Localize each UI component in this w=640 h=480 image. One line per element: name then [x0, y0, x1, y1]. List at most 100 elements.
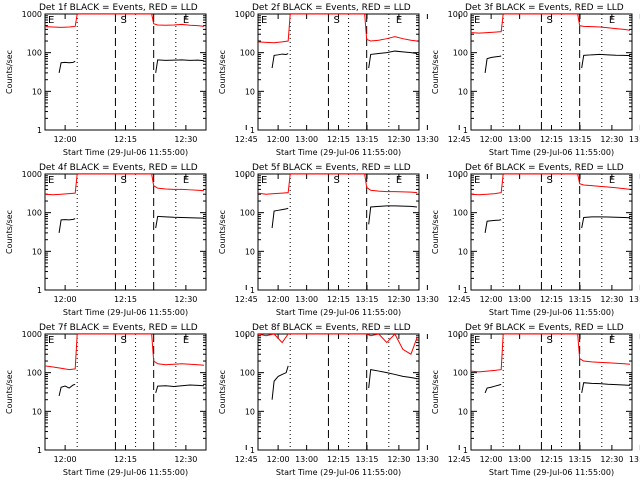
- event-marker-label: E: [474, 175, 480, 186]
- chart-panel: Det 5f BLACK = Events, RED = LLD Counts/s…: [218, 163, 640, 317]
- events-series-line: [368, 205, 418, 225]
- y-tick-label: 1: [250, 446, 255, 455]
- event-marker-label: S: [546, 335, 552, 346]
- x-axis-label: Start Time (29-Jul-06 11:55:00): [63, 468, 188, 477]
- event-marker-label: E: [183, 335, 189, 346]
- y-tick-label: 100: [27, 369, 42, 378]
- y-tick-label: 100: [453, 369, 468, 378]
- series-group: [258, 174, 418, 229]
- y-tick-label: 1: [463, 126, 468, 135]
- y-tick-label: 1000: [235, 330, 255, 339]
- events-series-line: [484, 219, 502, 233]
- x-tick-label: 12:15: [540, 135, 563, 144]
- event-marker-label: S: [120, 335, 126, 346]
- x-tick-label: 12:30: [600, 295, 623, 304]
- lld-series-line: [471, 174, 631, 196]
- y-tick-label: 1: [37, 126, 42, 135]
- x-tick-label: 12:45: [448, 135, 471, 144]
- y-tick-label: 100: [240, 369, 255, 378]
- x-tick-label: 12:15: [540, 295, 563, 304]
- plot-frame: [257, 333, 420, 451]
- x-tick-label: 12:00: [54, 295, 77, 304]
- y-tick-label: 10: [245, 407, 255, 416]
- x-tick-label: 13:00: [508, 135, 531, 144]
- y-tick-label: 1000: [448, 330, 468, 339]
- chart-panel: Det 9f BLACK = Events, RED = LLD Counts/s…: [431, 323, 633, 477]
- events-series-line: [581, 53, 631, 69]
- plot-frame: [44, 13, 207, 131]
- chart-title: Det 1f BLACK = Events, RED = LLD: [39, 3, 198, 13]
- y-tick-label: 1: [37, 286, 42, 295]
- y-tick-label: 10: [458, 407, 468, 416]
- x-tick-label: 12:45: [235, 455, 258, 464]
- x-tick-label: 12:00: [267, 295, 290, 304]
- y-tick-label: 10: [32, 247, 42, 256]
- events-series-line: [155, 59, 205, 73]
- chart-panel: Det 2f BLACK = Events, RED = LLD Counts/s…: [218, 3, 640, 157]
- x-tick-label: 12:00: [267, 455, 290, 464]
- y-tick-label: 1: [37, 446, 42, 455]
- x-tick-label: 12:00: [54, 135, 77, 144]
- y-tick-label: 10: [458, 87, 468, 96]
- lld-series-line: [258, 174, 418, 195]
- x-tick-label: 12:00: [480, 135, 503, 144]
- x-tick-label: 12:15: [114, 295, 137, 304]
- y-axis-label: Counts/sec: [431, 210, 440, 254]
- lld-series-line: [258, 14, 418, 44]
- x-tick-label: 12:30: [387, 295, 410, 304]
- y-axis-label: Counts/sec: [5, 50, 14, 94]
- chart-panel: Det 6f BLACK = Events, RED = LLD Counts/s…: [431, 163, 633, 317]
- x-tick-label: 13:30: [416, 455, 439, 464]
- plot-frame: [470, 333, 633, 451]
- x-tick-label: 13:30: [629, 135, 640, 144]
- x-tick-label: 12:15: [327, 455, 350, 464]
- y-tick-label: 10: [458, 247, 468, 256]
- y-tick-label: 10: [245, 247, 255, 256]
- y-tick-label: 1000: [235, 170, 255, 179]
- y-axis-label: Counts/sec: [5, 210, 14, 254]
- events-series-line: [271, 53, 289, 69]
- lld-series-line: [471, 14, 631, 34]
- events-series-line: [368, 369, 418, 389]
- x-tick-label: 13:30: [629, 455, 640, 464]
- x-tick-label: 13:15: [568, 135, 591, 144]
- series-group: [471, 334, 631, 394]
- chart-title: Det 4f BLACK = Events, RED = LLD: [39, 163, 198, 173]
- chart-title: Det 3f BLACK = Events, RED = LLD: [465, 3, 624, 13]
- x-tick-label: 12:30: [174, 135, 197, 144]
- x-tick-label: 13:15: [568, 295, 591, 304]
- x-axis-label: Start Time (29-Jul-06 11:55:00): [63, 148, 188, 157]
- x-tick-label: 12:30: [600, 455, 623, 464]
- y-tick-label: 1: [463, 446, 468, 455]
- chart-title: Det 6f BLACK = Events, RED = LLD: [465, 163, 624, 173]
- x-axis-label: Start Time (29-Jul-06 11:55:00): [276, 468, 401, 477]
- event-marker-label: S: [333, 175, 339, 186]
- x-axis-label: Start Time (29-Jul-06 11:55:00): [63, 308, 188, 317]
- x-tick-label: 13:00: [295, 295, 318, 304]
- chart-panel: Det 7f BLACK = Events, RED = LLD Counts/s…: [5, 323, 439, 477]
- events-series-line: [581, 382, 631, 393]
- x-tick-label: 13:30: [416, 135, 439, 144]
- events-series-line: [58, 383, 76, 397]
- x-tick-label: 12:30: [174, 455, 197, 464]
- chart-title: Det 9f BLACK = Events, RED = LLD: [465, 323, 624, 333]
- x-tick-label: 13:15: [568, 455, 591, 464]
- event-marker-label: E: [474, 335, 480, 346]
- event-marker-label: E: [261, 175, 267, 186]
- y-tick-label: 1000: [22, 170, 42, 179]
- series-group: [45, 334, 205, 397]
- series-group: [45, 14, 205, 73]
- events-series-line: [484, 383, 502, 394]
- event-marker-label: S: [333, 15, 339, 26]
- event-marker-label: E: [48, 175, 54, 186]
- chart-title: Det 5f BLACK = Events, RED = LLD: [252, 163, 411, 173]
- x-tick-label: 13:15: [355, 455, 378, 464]
- x-axis-label: Start Time (29-Jul-06 11:55:00): [489, 468, 614, 477]
- event-marker-label: E: [396, 175, 402, 186]
- x-tick-label: 12:45: [235, 135, 258, 144]
- x-tick-label: 13:00: [508, 295, 531, 304]
- lld-series-line: [45, 174, 205, 196]
- x-tick-label: 12:00: [267, 135, 290, 144]
- chart-panel: Det 3f BLACK = Events, RED = LLD Counts/s…: [431, 3, 633, 157]
- x-tick-label: 12:30: [600, 135, 623, 144]
